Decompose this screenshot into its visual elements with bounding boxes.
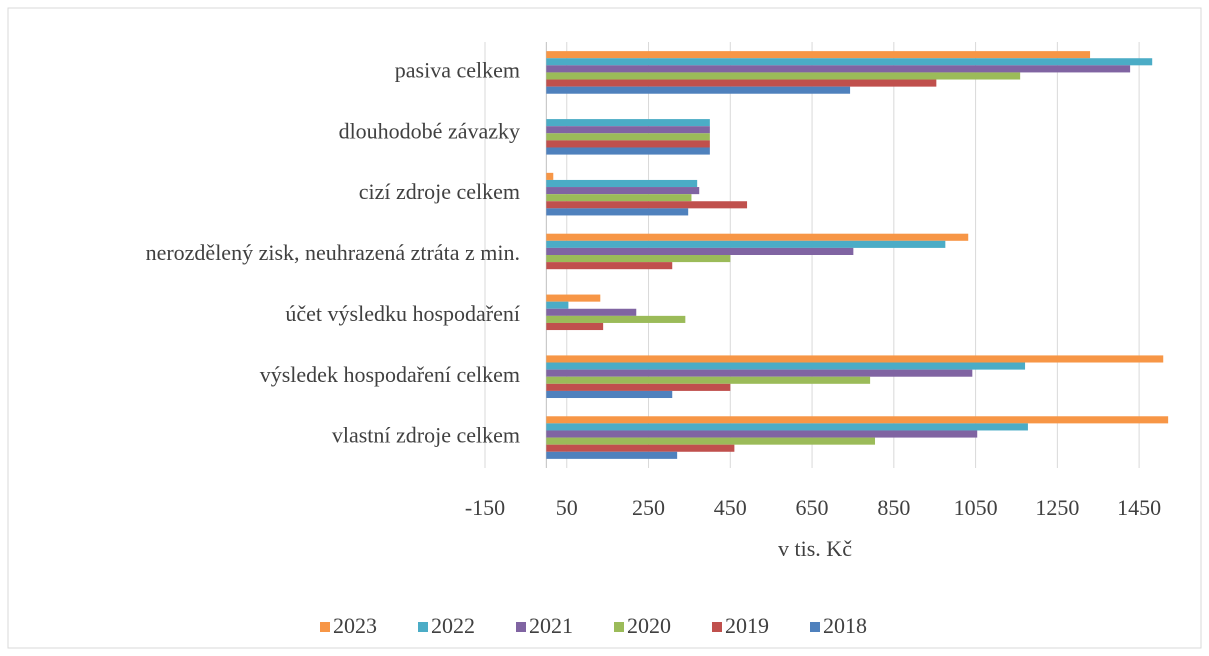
bar [546,194,692,202]
legend-label: 2019 [725,613,769,638]
bar [546,294,601,302]
bar [546,187,700,195]
bar [546,390,673,399]
bar [546,208,689,216]
x-tick-label: 450 [714,495,747,520]
x-tick-label: -150 [465,495,505,520]
legend-swatch [320,622,330,632]
y-tick-label: dlouhodobé závazky [339,118,520,143]
bar [546,240,946,248]
y-tick-label: výsledek hospodaření celkem [260,362,520,387]
legend-label: 2018 [823,613,867,638]
chart-border [7,7,1202,649]
bar [546,133,710,141]
bar [546,172,554,180]
bar [546,247,854,255]
bar [546,86,851,94]
legend-swatch [418,622,428,632]
legend-label: 2022 [431,613,475,638]
bar [546,147,710,155]
y-tick-label: vlastní zdroje celkem [332,423,520,448]
bar [546,51,1091,59]
bar [546,376,871,384]
bar [546,416,1169,424]
x-tick-label: 1050 [954,495,998,520]
bar [546,233,969,241]
legend-label: 2021 [529,613,573,638]
bar [546,179,698,188]
x-tick-label: 1450 [1117,495,1161,520]
bar [546,355,1164,363]
legend-swatch [516,622,526,632]
y-tick-label: účet výsledku hospodaření [285,301,520,326]
y-tick-label: nerozdělený zisk, neuhrazená ztráta z mi… [146,240,520,265]
bar [546,362,1026,370]
bar [546,58,1153,66]
legend-swatch [614,622,624,632]
legend-swatch [810,622,820,632]
legend-label: 2020 [627,613,671,638]
bar [546,262,673,270]
x-tick-label: 250 [632,495,665,520]
legend-swatch [712,622,722,632]
x-tick-label: 50 [556,495,578,520]
bar [546,322,604,331]
bar [546,119,710,127]
bar [546,126,710,134]
y-tick-label: cizí zdroje celkem [359,179,520,204]
x-axis-title: v tis. Kč [778,536,852,561]
bar [546,369,973,377]
bar [546,308,637,316]
bar [546,201,748,209]
bar [546,444,735,452]
bar [546,451,678,459]
x-tick-label: 850 [877,495,910,520]
bar [546,430,978,438]
bar [546,383,731,391]
legend-label: 2023 [333,613,377,638]
x-tick-label: 1250 [1035,495,1079,520]
y-tick-label: pasiva celkem [395,57,520,82]
bar [546,140,710,148]
bar [546,65,1131,73]
bar [546,423,1028,431]
bar [546,72,1021,80]
x-tick-label: 650 [796,495,829,520]
bar [546,255,731,263]
bar [546,79,937,87]
bar [546,437,876,445]
bar [546,315,686,323]
bar [546,301,569,309]
